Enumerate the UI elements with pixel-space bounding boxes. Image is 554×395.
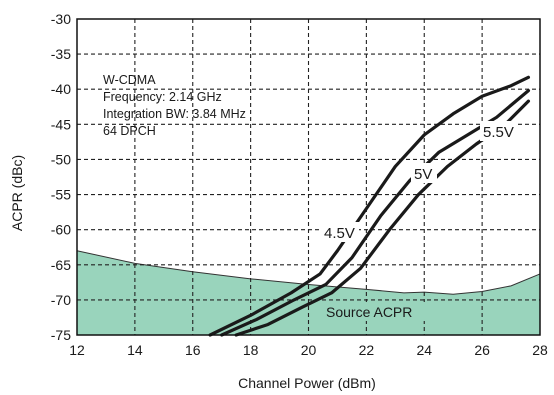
series-line-4-5v [208, 75, 531, 337]
series-labels: 4.5V 5V 5.5V Source ACPR [321, 121, 518, 321]
plot-frame [76, 18, 541, 336]
annotation-block: W-CDMA Frequency: 2.14 GHz Integration B… [103, 73, 246, 138]
plot-border [76, 18, 541, 336]
x-tick-label: 20 [301, 342, 317, 358]
y-tick-label: -75 [51, 327, 71, 343]
y-tick-label: -40 [51, 81, 71, 97]
x-tick-label: 24 [416, 342, 432, 358]
y-tick-label: -35 [51, 46, 71, 62]
x-tick-label: 22 [359, 342, 375, 358]
x-tick-label: 14 [127, 342, 143, 358]
x-tick-label: 18 [243, 342, 259, 358]
annotation-line-frequency: Frequency: 2.14 GHz [103, 90, 222, 104]
y-tick-label: -45 [51, 116, 71, 132]
x-tick-label: 28 [532, 342, 548, 358]
series-label-source-acpr: Source ACPR [326, 304, 412, 320]
source-acpr-line [76, 250, 541, 295]
label-bg-source-acpr [324, 302, 434, 321]
y-tick-label: -55 [51, 187, 71, 203]
tick-labels: 12 14 16 18 20 22 24 26 28 -30 -35 -40 -45 -50 -55 -60 -… [51, 11, 548, 358]
series-line-5v [220, 89, 531, 337]
x-tick-label: 16 [185, 342, 201, 358]
y-tick-label: -60 [51, 222, 71, 238]
y-tick-label: -65 [51, 257, 71, 273]
annotation-line-channels: 64 DPCH [103, 124, 156, 138]
y-tick-label: -70 [51, 292, 71, 308]
label-bg-4-5v [321, 222, 359, 242]
y-axis-label: ACPR (dBc) [9, 155, 25, 231]
annotation-line-bandwidth: Integration BW: 3.84 MHz [103, 107, 246, 121]
series-label-4-5v: 4.5V [324, 225, 355, 242]
y-tick-label: -50 [51, 151, 71, 167]
series-label-5-5v: 5.5V [483, 124, 514, 141]
series-label-5v: 5V [414, 166, 432, 183]
x-tick-label: 26 [474, 342, 490, 358]
label-bg-5-5v [480, 121, 518, 141]
x-tick-label: 12 [69, 342, 85, 358]
label-bg-5v [411, 163, 437, 183]
annotation-line-standard: W-CDMA [103, 73, 156, 87]
y-tick-label: -30 [51, 11, 71, 27]
grid [77, 19, 540, 335]
x-axis-label: Channel Power (dBm) [238, 375, 376, 391]
